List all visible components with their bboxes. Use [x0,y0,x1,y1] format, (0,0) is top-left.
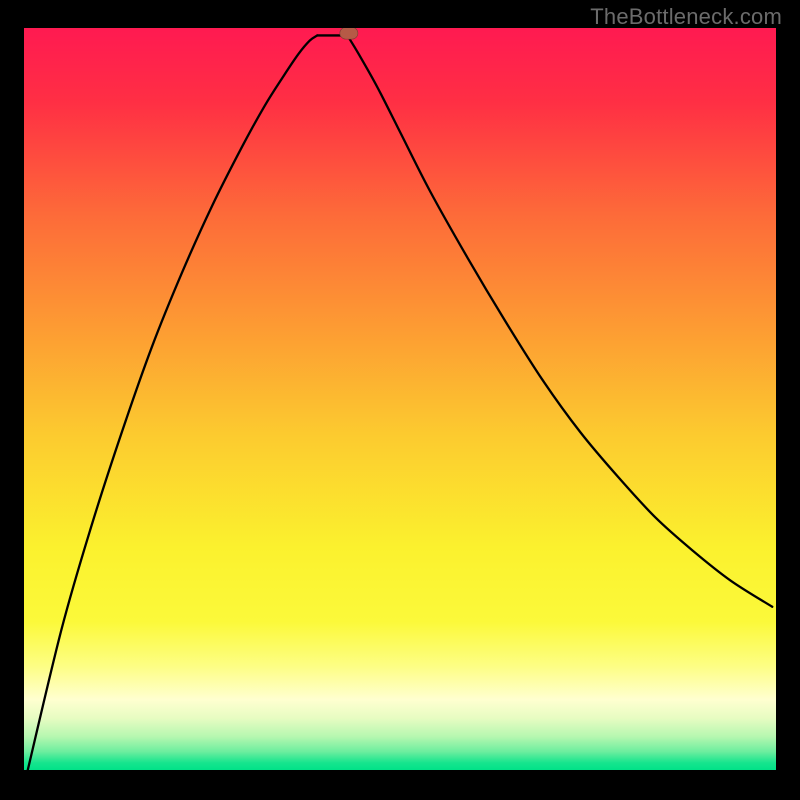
plot-area [24,28,776,770]
chart-svg [24,28,776,770]
watermark-text: TheBottleneck.com [590,4,782,30]
chart-frame: TheBottleneck.com [0,0,800,800]
